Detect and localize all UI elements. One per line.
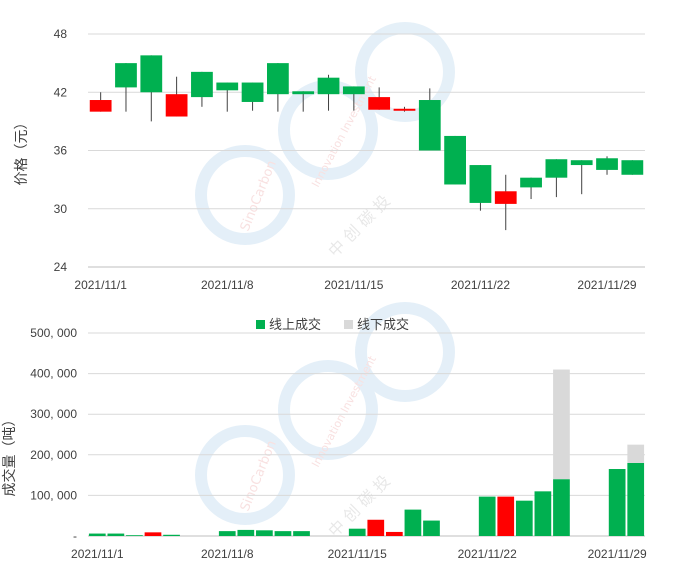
candle-body	[393, 108, 416, 111]
candle-body	[444, 135, 467, 185]
volume-bar-offline	[553, 369, 570, 480]
volume-bar-online	[478, 496, 496, 536]
candle-body	[469, 165, 492, 203]
volume-bar-online	[274, 531, 292, 536]
volume-xtick-label: 2021/11/15	[328, 547, 387, 561]
volume-bar-online	[515, 500, 533, 536]
price-xtick-label: 2021/11/22	[451, 278, 510, 292]
candle-body	[368, 97, 391, 110]
volume-xtick-label: 2021/11/22	[458, 547, 517, 561]
volume-bar-online	[608, 469, 626, 536]
candle-body	[570, 160, 593, 166]
candle-body	[317, 77, 340, 95]
candle-body	[545, 159, 568, 178]
price-ytick-label: 30	[54, 202, 68, 216]
volume-ytick-label: -	[73, 529, 77, 543]
volume-bar-online	[163, 534, 180, 536]
price-ytick-label: 48	[54, 27, 68, 41]
candle-body	[621, 160, 644, 175]
price-candlestick-chart: 24 30 36 42 48 价格（元） 2021/11/1 2021/11/8 2021/11…	[14, 27, 645, 292]
price-ytick-label: 24	[54, 260, 68, 274]
volume-ylabel: 成交量（吨）	[1, 413, 18, 497]
volume-bar-online	[367, 519, 385, 536]
volume-bar-online	[293, 531, 310, 536]
legend-swatch-offline	[344, 320, 353, 329]
volume-bar-online	[256, 530, 273, 536]
volume-xtick-label: 2021/11/29	[588, 547, 647, 561]
candle-body	[292, 91, 315, 95]
volume-ytick-label: 300, 000	[30, 407, 77, 421]
candle-body	[241, 82, 264, 102]
candle-body	[191, 71, 213, 98]
candle-body	[140, 55, 163, 93]
volume-bar-online	[534, 491, 552, 536]
price-ylabel: 价格（元）	[14, 116, 30, 186]
volume-bar-online	[404, 509, 422, 536]
volume-xtick-label: 2021/11/1	[71, 547, 124, 561]
candle-body	[342, 86, 365, 95]
volume-bar-chart: - 100, 000 200, 000 300, 000 400, 000 500, 00…	[1, 317, 647, 561]
price-xtick-label: 2021/11/8	[201, 278, 254, 292]
volume-bar-online	[218, 531, 236, 536]
volume-bar-online	[237, 529, 255, 536]
candle-body	[418, 100, 441, 151]
volume-xtick-label: 2021/11/8	[201, 547, 254, 561]
candle-body	[266, 63, 289, 95]
volume-bar-online	[107, 533, 125, 536]
volume-ytick-label: 500, 000	[30, 326, 77, 340]
candle-body	[115, 63, 137, 88]
price-xtick-label: 2021/11/29	[577, 278, 636, 292]
watermark-ring-right	[355, 22, 455, 122]
price-xtick-label: 2021/11/1	[74, 278, 127, 292]
watermark-ring-right-2	[355, 302, 455, 402]
volume-bar-online	[88, 533, 106, 536]
candle-body	[596, 158, 618, 170]
volume-bar-online	[553, 479, 570, 536]
volume-bar-online	[497, 496, 515, 536]
volume-bar-online	[126, 535, 143, 536]
candle-body	[494, 191, 517, 204]
watermark-ring-left-2	[195, 425, 295, 525]
volume-bar-online	[348, 528, 366, 536]
watermark-cn: 中 创 碳 投	[324, 191, 393, 260]
price-ytick-label: 36	[54, 144, 68, 158]
volume-legend: 线上成交 线下成交	[256, 317, 409, 333]
candle-body	[165, 94, 188, 117]
price-xtick-label: 2021/11/15	[324, 278, 383, 292]
candle-body	[89, 100, 112, 112]
price-ytick-label: 42	[54, 85, 68, 99]
volume-ytick-label: 400, 000	[30, 367, 77, 381]
volume-bar-online	[144, 532, 162, 536]
legend-swatch-online	[256, 320, 265, 329]
volume-bar-offline	[627, 444, 645, 463]
volume-bar-online	[385, 531, 403, 536]
volume-bar-online	[627, 462, 645, 536]
volume-ytick-label: 200, 000	[30, 448, 77, 462]
legend-label-offline: 线下成交	[357, 317, 409, 333]
candle-body	[520, 177, 542, 188]
legend-label-online: 线上成交	[269, 317, 321, 333]
watermark-ring-center-2	[278, 360, 378, 460]
volume-ytick-label: 100, 000	[30, 488, 77, 502]
volume-bar-online	[423, 520, 440, 536]
candle-body	[216, 82, 239, 91]
